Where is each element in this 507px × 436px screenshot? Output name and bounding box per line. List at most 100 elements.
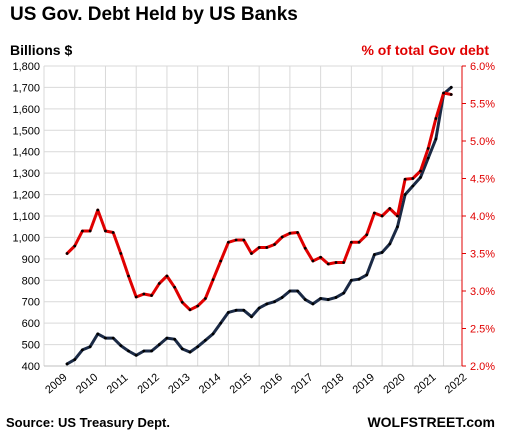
data-point-percent bbox=[250, 252, 253, 255]
data-point-percent bbox=[127, 274, 130, 278]
y-left-tick-label: 400 bbox=[22, 361, 40, 373]
y-left-tick-label: 600 bbox=[22, 318, 40, 330]
data-point-percent bbox=[242, 238, 246, 242]
data-point-billions bbox=[88, 345, 92, 349]
x-tick-label: 2020 bbox=[381, 371, 407, 396]
data-point-billions bbox=[65, 362, 69, 366]
data-point-billions bbox=[373, 253, 376, 256]
data-point-billions bbox=[388, 242, 392, 246]
data-point-billions bbox=[150, 349, 153, 353]
data-point-percent bbox=[203, 297, 207, 300]
y-left-tick-label: 800 bbox=[22, 275, 40, 287]
data-point-percent bbox=[311, 259, 315, 263]
x-tick-label: 2018 bbox=[320, 371, 346, 396]
data-point-percent bbox=[157, 282, 161, 285]
x-tick-label: 2009 bbox=[43, 371, 69, 396]
tick-labels: 400 500 600 700 800 900 1,000 1,100 1,200 1,300 1,… bbox=[12, 61, 495, 396]
left-axis-label: Billions $ bbox=[10, 42, 73, 58]
data-point-billions bbox=[319, 297, 323, 300]
y-left-tick-label: 1,500 bbox=[12, 125, 40, 137]
series-lines bbox=[65, 85, 453, 366]
data-point-billions bbox=[265, 302, 269, 306]
data-point-billions bbox=[188, 350, 192, 354]
data-point-percent bbox=[173, 285, 177, 289]
x-tick-label: 2022 bbox=[443, 371, 469, 396]
data-point-percent bbox=[134, 295, 138, 299]
x-tick-label: 2019 bbox=[351, 371, 377, 396]
y-left-tick-label: 1,300 bbox=[12, 168, 40, 180]
data-point-billions bbox=[311, 302, 315, 306]
data-point-percent bbox=[81, 229, 84, 233]
data-point-billions bbox=[434, 137, 438, 141]
data-point-percent bbox=[342, 261, 346, 264]
data-point-billions bbox=[127, 349, 130, 353]
data-point-percent bbox=[188, 308, 192, 312]
data-point-percent bbox=[142, 292, 146, 296]
y-right-tick-label: 5.0% bbox=[470, 136, 495, 148]
data-point-percent bbox=[227, 240, 230, 244]
data-point-billions bbox=[104, 336, 107, 340]
data-point-billions bbox=[73, 358, 77, 361]
data-point-percent bbox=[280, 235, 284, 239]
data-point-percent bbox=[73, 244, 77, 248]
data-point-percent bbox=[334, 261, 338, 264]
data-point-percent bbox=[65, 252, 69, 255]
data-point-billions bbox=[234, 308, 238, 312]
data-point-billions bbox=[426, 156, 430, 160]
data-point-percent bbox=[357, 240, 361, 244]
data-point-percent bbox=[296, 231, 299, 234]
data-point-billions bbox=[157, 343, 161, 346]
data-point-billions bbox=[134, 353, 138, 357]
y-right-tick-label: 5.5% bbox=[470, 99, 495, 111]
x-tick-label: 2012 bbox=[135, 371, 161, 396]
brand-label: WOLFSTREET.com bbox=[367, 414, 495, 430]
data-point-billions bbox=[411, 184, 415, 188]
data-point-percent bbox=[403, 177, 407, 181]
data-point-billions bbox=[365, 273, 369, 277]
y-left-tick-label: 1,800 bbox=[12, 61, 40, 73]
x-tick-label: 2017 bbox=[289, 371, 315, 396]
data-point-percent bbox=[196, 304, 200, 308]
data-point-billions bbox=[119, 344, 123, 348]
data-point-percent bbox=[273, 243, 276, 246]
data-point-billions bbox=[242, 308, 246, 312]
data-point-billions bbox=[203, 338, 207, 342]
data-point-percent bbox=[396, 214, 399, 218]
data-point-percent bbox=[150, 294, 153, 297]
data-point-billions bbox=[396, 225, 399, 229]
data-point-billions bbox=[211, 332, 215, 336]
data-point-percent bbox=[426, 147, 430, 150]
y-left-tick-label: 1,400 bbox=[12, 147, 40, 159]
x-tick-label: 2021 bbox=[412, 371, 438, 396]
source-note: Source: US Treasury Dept. bbox=[6, 415, 170, 430]
data-point-percent bbox=[165, 274, 169, 278]
x-tick-label: 2014 bbox=[197, 371, 223, 396]
data-point-percent bbox=[219, 259, 223, 263]
data-point-percent bbox=[180, 300, 184, 304]
data-point-billions bbox=[334, 296, 338, 299]
data-point-percent bbox=[365, 233, 369, 237]
data-point-percent bbox=[411, 177, 415, 180]
y-left-tick-label: 1,100 bbox=[12, 211, 40, 223]
data-point-billions bbox=[250, 315, 253, 319]
y-left-tick-label: 700 bbox=[22, 297, 40, 309]
x-tick-label: 2013 bbox=[166, 371, 192, 396]
data-point-billions bbox=[288, 289, 292, 293]
data-point-billions bbox=[303, 298, 307, 301]
data-point-percent bbox=[96, 208, 100, 212]
data-point-billions bbox=[326, 298, 330, 301]
y-right-tick-label: 3.0% bbox=[470, 286, 495, 298]
data-point-billions bbox=[81, 348, 84, 352]
data-point-billions bbox=[180, 347, 184, 351]
y-right-tick-label: 4.5% bbox=[470, 174, 495, 186]
data-point-percent bbox=[104, 229, 107, 233]
data-point-percent bbox=[234, 238, 238, 242]
x-tick-label: 2015 bbox=[228, 371, 254, 396]
data-point-billions bbox=[196, 345, 200, 349]
y-right-tick-label: 2.5% bbox=[470, 324, 495, 336]
data-point-percent bbox=[449, 93, 453, 96]
data-point-percent bbox=[419, 169, 422, 173]
data-point-percent bbox=[211, 278, 215, 282]
data-point-percent bbox=[326, 262, 330, 266]
